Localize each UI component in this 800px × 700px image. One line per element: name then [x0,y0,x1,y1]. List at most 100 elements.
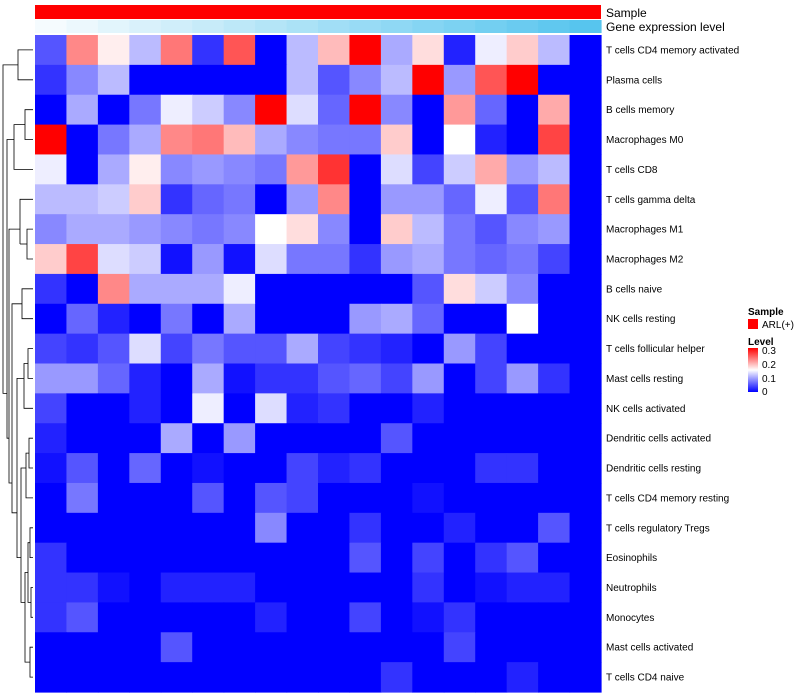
heatmap-cell-r1-c3 [129,64,162,96]
heatmap-cell-r19-c13 [443,602,476,633]
heatmap-cell-r2-c3 [129,94,162,126]
heatmap-cell-r5-c1 [66,184,99,215]
heatmap-cell-r10-c1 [66,333,99,365]
heatmap-cell-r10-c6 [223,333,256,365]
heatmap-cell-r2-c7 [255,94,288,126]
heatmap-cell-r9-c3 [129,303,162,335]
dendrogram-branch-12 [30,587,33,618]
heatmap-cell-r0-c3 [129,35,162,66]
heatmap-cell-r7-c17 [569,244,602,275]
heatmap-cell-r4-c16 [538,154,571,185]
heatmap-cell-r10-c4 [160,333,193,365]
heatmap-cell-r8-c12 [412,273,445,305]
heatmap-cell-r18-c0 [35,572,68,604]
dendrogram-branch-16 [20,467,26,603]
heatmap-cell-r1-c2 [97,64,130,96]
row-label: T cells CD4 memory resting [606,493,729,504]
heatmap-cell-r17-c10 [349,542,382,574]
row-label: B cells naive [606,284,663,295]
heatmap-cell-r12-c15 [506,393,539,424]
heatmap-cell-r20-c2 [97,632,130,663]
heatmap-cell-r17-c5 [192,542,225,574]
row-dendrogram [2,49,33,678]
heatmap-cell-r9-c1 [66,303,99,335]
heatmap-cell-r16-c3 [129,512,162,544]
heatmap-cell-r8-c10 [349,273,382,305]
heatmap-cell-r15-c2 [97,482,130,514]
heatmap-cell-r16-c16 [538,512,571,544]
heatmap-cell-r14-c5 [192,453,225,484]
row-label: Eosinophils [606,553,657,564]
legend-tick-3: 0 [762,387,768,398]
heatmap-cell-r4-c5 [192,154,225,185]
heatmap-cell-r13-c5 [192,423,225,454]
row-label: Mast cells activated [606,643,693,654]
heatmap-cell-r20-c15 [506,632,539,663]
heatmap-cell-r19-c11 [380,602,413,633]
heatmap-cell-r14-c0 [35,453,68,484]
heatmap-cell-r7-c1 [66,244,99,275]
heatmap-cell-r7-c4 [160,244,193,275]
heatmap-cell-r6-c12 [412,214,445,245]
heatmap-cell-r10-c16 [538,333,571,365]
row-label: T cells CD4 naive [606,673,685,684]
heatmap-cell-r13-c1 [66,423,99,454]
heatmap-cell-r12-c12 [412,393,445,424]
heatmap-cell-r16-c7 [255,512,288,544]
heatmap-cell-r4-c1 [66,154,99,185]
expression-annotation-cell-8 [286,20,319,33]
heatmap-cell-r16-c15 [506,512,539,544]
heatmap-cell-r11-c16 [538,363,571,394]
heatmap-cell-r5-c2 [97,184,130,215]
heatmap-cell-r1-c7 [255,64,288,96]
dendrogram-branch-20 [6,139,14,439]
legend-sample-title: Sample [748,307,784,318]
heatmap-cell-r6-c7 [255,214,288,245]
heatmap-cell-r8-c9 [318,273,351,305]
heatmap-cell-r14-c6 [223,453,256,484]
heatmap-cell-r21-c0 [35,662,68,693]
heatmap-cell-r16-c11 [380,512,413,544]
heatmap-cell-r21-c7 [255,662,288,693]
heatmap-cell-r19-c2 [97,602,130,633]
heatmap-cell-r20-c13 [443,632,476,663]
heatmap-cell-r21-c11 [380,662,413,693]
expression-annotation-cell-16 [538,20,571,33]
heatmap-cell-r11-c7 [255,363,288,394]
heatmap-cell-r0-c6 [223,35,256,66]
heatmap-cell-r11-c11 [380,363,413,394]
heatmap-cell-r13-c11 [380,423,413,454]
heatmap-cell-r13-c2 [97,423,130,454]
expression-annotation-cell-1 [66,20,99,33]
heatmap-cell-r10-c7 [255,333,288,365]
expression-annotation-cell-9 [318,20,351,33]
heatmap-cell-r20-c14 [475,632,508,663]
heatmap-cell-r3-c7 [255,124,288,156]
heatmap-cell-r8-c0 [35,273,68,305]
heatmap-cell-r19-c8 [286,602,319,633]
heatmap-cell-r17-c15 [506,542,539,574]
heatmap-cell-r10-c5 [192,333,225,365]
heatmap-cell-r21-c17 [569,662,602,693]
expression-annotation-cell-5 [192,20,225,33]
heatmap-cell-r7-c3 [129,244,162,275]
heatmap-cell-r16-c4 [160,512,193,544]
heatmap-cell-r3-c14 [475,124,508,156]
heatmap-cell-r6-c16 [538,214,571,245]
heatmap-cell-r14-c17 [569,453,602,484]
legend-tick-0: 0.3 [762,346,776,357]
heatmap-cell-r19-c4 [160,602,193,633]
heatmap-cell-r0-c16 [538,35,571,66]
heatmap-cell-r21-c3 [129,662,162,693]
heatmap-cell-r5-c0 [35,184,68,215]
heatmap-cell-r16-c0 [35,512,68,544]
heatmap-cell-r7-c5 [192,244,225,275]
heatmap-cell-r12-c8 [286,393,319,424]
heatmap-cell-r1-c9 [318,64,351,96]
heatmap-cell-r4-c10 [349,154,382,185]
row-label: B cells memory [606,105,674,116]
heatmap-cell-r13-c13 [443,423,476,454]
heatmap-cell-r12-c7 [255,393,288,424]
heatmap-cell-r2-c15 [506,94,539,126]
heatmap-cell-r17-c6 [223,542,256,574]
